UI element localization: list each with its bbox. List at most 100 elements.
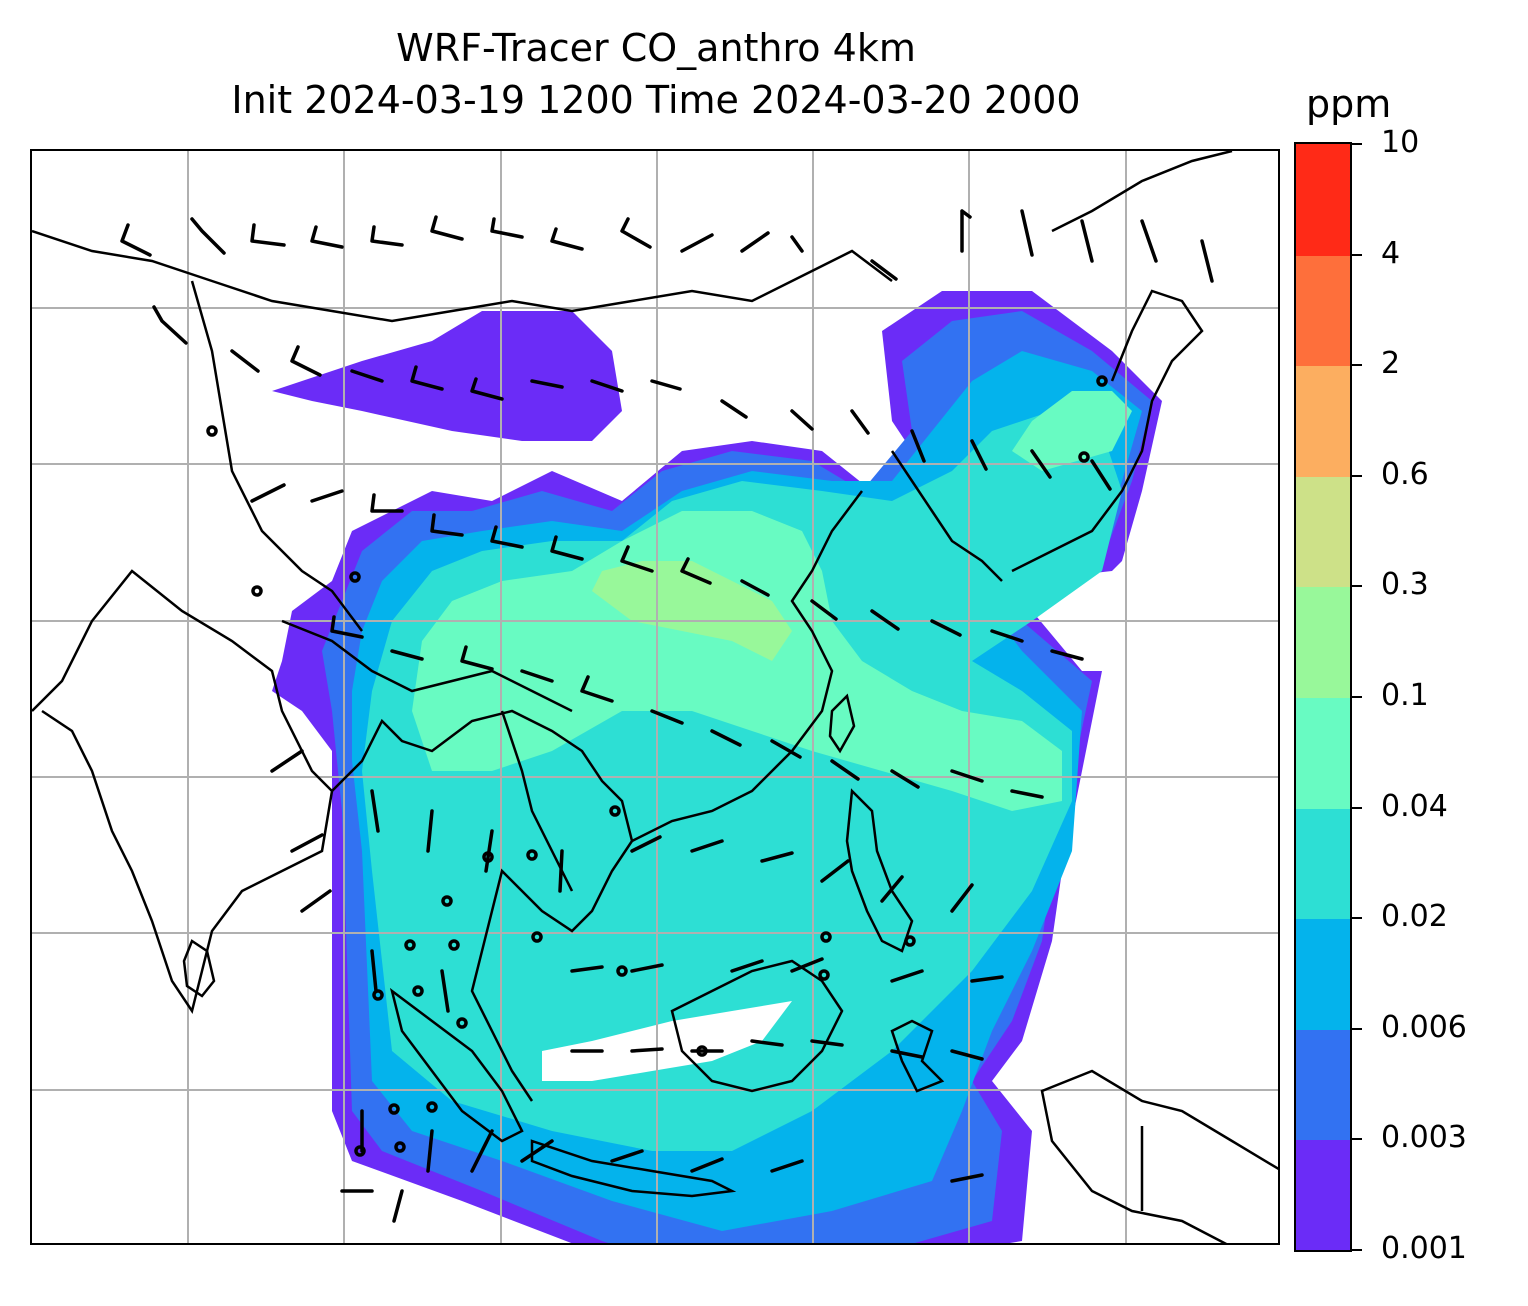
barb	[740, 579, 770, 597]
title-line-2: Init 2024-03-19 1200 Time 2024-03-20 200…	[231, 78, 1081, 122]
barb	[290, 833, 324, 853]
barb	[690, 839, 724, 853]
barb	[630, 835, 662, 853]
colorbar-tick	[1352, 253, 1362, 256]
barb	[470, 377, 504, 401]
colorbar-swatch	[1296, 807, 1350, 920]
field-gap-sea	[542, 1001, 792, 1081]
coast-borneo	[670, 959, 844, 1093]
barb	[790, 957, 824, 973]
colorbar-tick-label: 4	[1381, 235, 1401, 271]
barb	[790, 235, 804, 253]
barb	[870, 609, 900, 631]
barb	[410, 365, 444, 391]
barb	[530, 379, 564, 389]
colorbar-tick	[1352, 474, 1362, 477]
barb	[1020, 209, 1034, 257]
barb	[1080, 219, 1094, 263]
coast-south-china	[631, 490, 863, 843]
barb	[550, 227, 584, 251]
border-russia	[1051, 151, 1233, 233]
barb	[190, 217, 226, 255]
field-level-004	[412, 511, 1062, 811]
colorbar-swatch	[1296, 1139, 1350, 1250]
barb	[590, 379, 624, 393]
barb	[520, 1139, 554, 1163]
barb	[630, 963, 664, 973]
barb	[300, 889, 332, 913]
barb	[250, 223, 286, 247]
coast-java	[530, 1139, 737, 1198]
barb	[310, 489, 344, 503]
barb	[820, 859, 850, 883]
barb	[1090, 459, 1112, 491]
barb	[950, 769, 984, 783]
border-himalaya	[281, 619, 573, 713]
barb	[720, 399, 748, 419]
colorbar-swatch	[1296, 254, 1350, 367]
barb	[740, 231, 770, 253]
barb	[770, 739, 802, 759]
tracer-field	[272, 291, 1162, 1243]
barb	[890, 769, 920, 789]
calm-circle	[372, 989, 384, 1001]
barb	[970, 975, 1004, 983]
colorbar-tick-label: 0.003	[1381, 1120, 1467, 1156]
barb	[460, 645, 494, 671]
colorbar-tick-label: 0.3	[1381, 567, 1429, 603]
barb	[620, 217, 652, 249]
chart-title: WRF-Tracer CO_anthro 4km Init 2024-03-19…	[30, 22, 1282, 126]
colorbar-tick	[1352, 585, 1362, 588]
barb	[1010, 789, 1044, 799]
coast-new-guinea	[1040, 1069, 1278, 1243]
barb	[550, 535, 584, 561]
colorbar-tick-label: 0.006	[1381, 1009, 1467, 1045]
coastlines	[32, 151, 1278, 1243]
coast-sulawesi	[890, 1019, 945, 1093]
coast-korea	[890, 450, 1003, 582]
calm-circle	[456, 1017, 468, 1029]
colorbar-tick	[1352, 364, 1362, 367]
barb	[960, 209, 972, 253]
coast-mainland-se-asia	[331, 709, 634, 1102]
barb	[152, 305, 188, 345]
colorbar-tick-label: 0.001	[1381, 1231, 1467, 1266]
barb	[440, 969, 450, 1013]
barb	[650, 709, 684, 725]
colorbar-swatch	[1296, 365, 1350, 477]
calm-circle	[448, 939, 460, 951]
barb	[710, 729, 742, 747]
calm-circle	[441, 895, 453, 907]
barb	[890, 969, 924, 983]
colorbar-tick	[1352, 917, 1362, 920]
barb	[970, 439, 988, 471]
barb	[830, 759, 860, 781]
barb	[310, 225, 344, 249]
coast-japan	[1011, 289, 1204, 573]
calm-circle	[251, 585, 263, 597]
calm-circle	[1096, 375, 1108, 387]
barb	[730, 959, 764, 973]
barb	[850, 409, 870, 435]
calm-circle	[531, 931, 543, 943]
barb	[230, 349, 260, 373]
calm-circle	[426, 1101, 438, 1113]
barb	[580, 675, 614, 703]
barb	[570, 965, 604, 973]
barb	[680, 233, 714, 253]
colorbar-tick	[1352, 806, 1362, 809]
barb	[1140, 219, 1158, 263]
barb	[890, 1049, 924, 1059]
barb	[950, 883, 974, 913]
barb	[630, 1047, 664, 1053]
barb	[910, 429, 926, 463]
barb	[120, 223, 152, 257]
barb	[520, 669, 554, 683]
barb	[270, 749, 304, 773]
barb	[1200, 239, 1214, 283]
gridlines	[32, 151, 1278, 1243]
wind-barbs	[120, 209, 1214, 1223]
coast-philippines	[845, 788, 914, 953]
barb	[750, 1039, 784, 1047]
barb	[330, 615, 364, 639]
